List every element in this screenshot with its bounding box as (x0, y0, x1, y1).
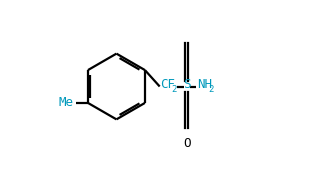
Text: 2: 2 (171, 85, 177, 94)
Text: 2: 2 (209, 85, 214, 94)
Text: CF: CF (161, 78, 176, 91)
Text: O: O (183, 137, 190, 150)
Text: S: S (183, 78, 190, 91)
Text: Me: Me (59, 96, 74, 110)
Text: NH: NH (197, 78, 212, 91)
